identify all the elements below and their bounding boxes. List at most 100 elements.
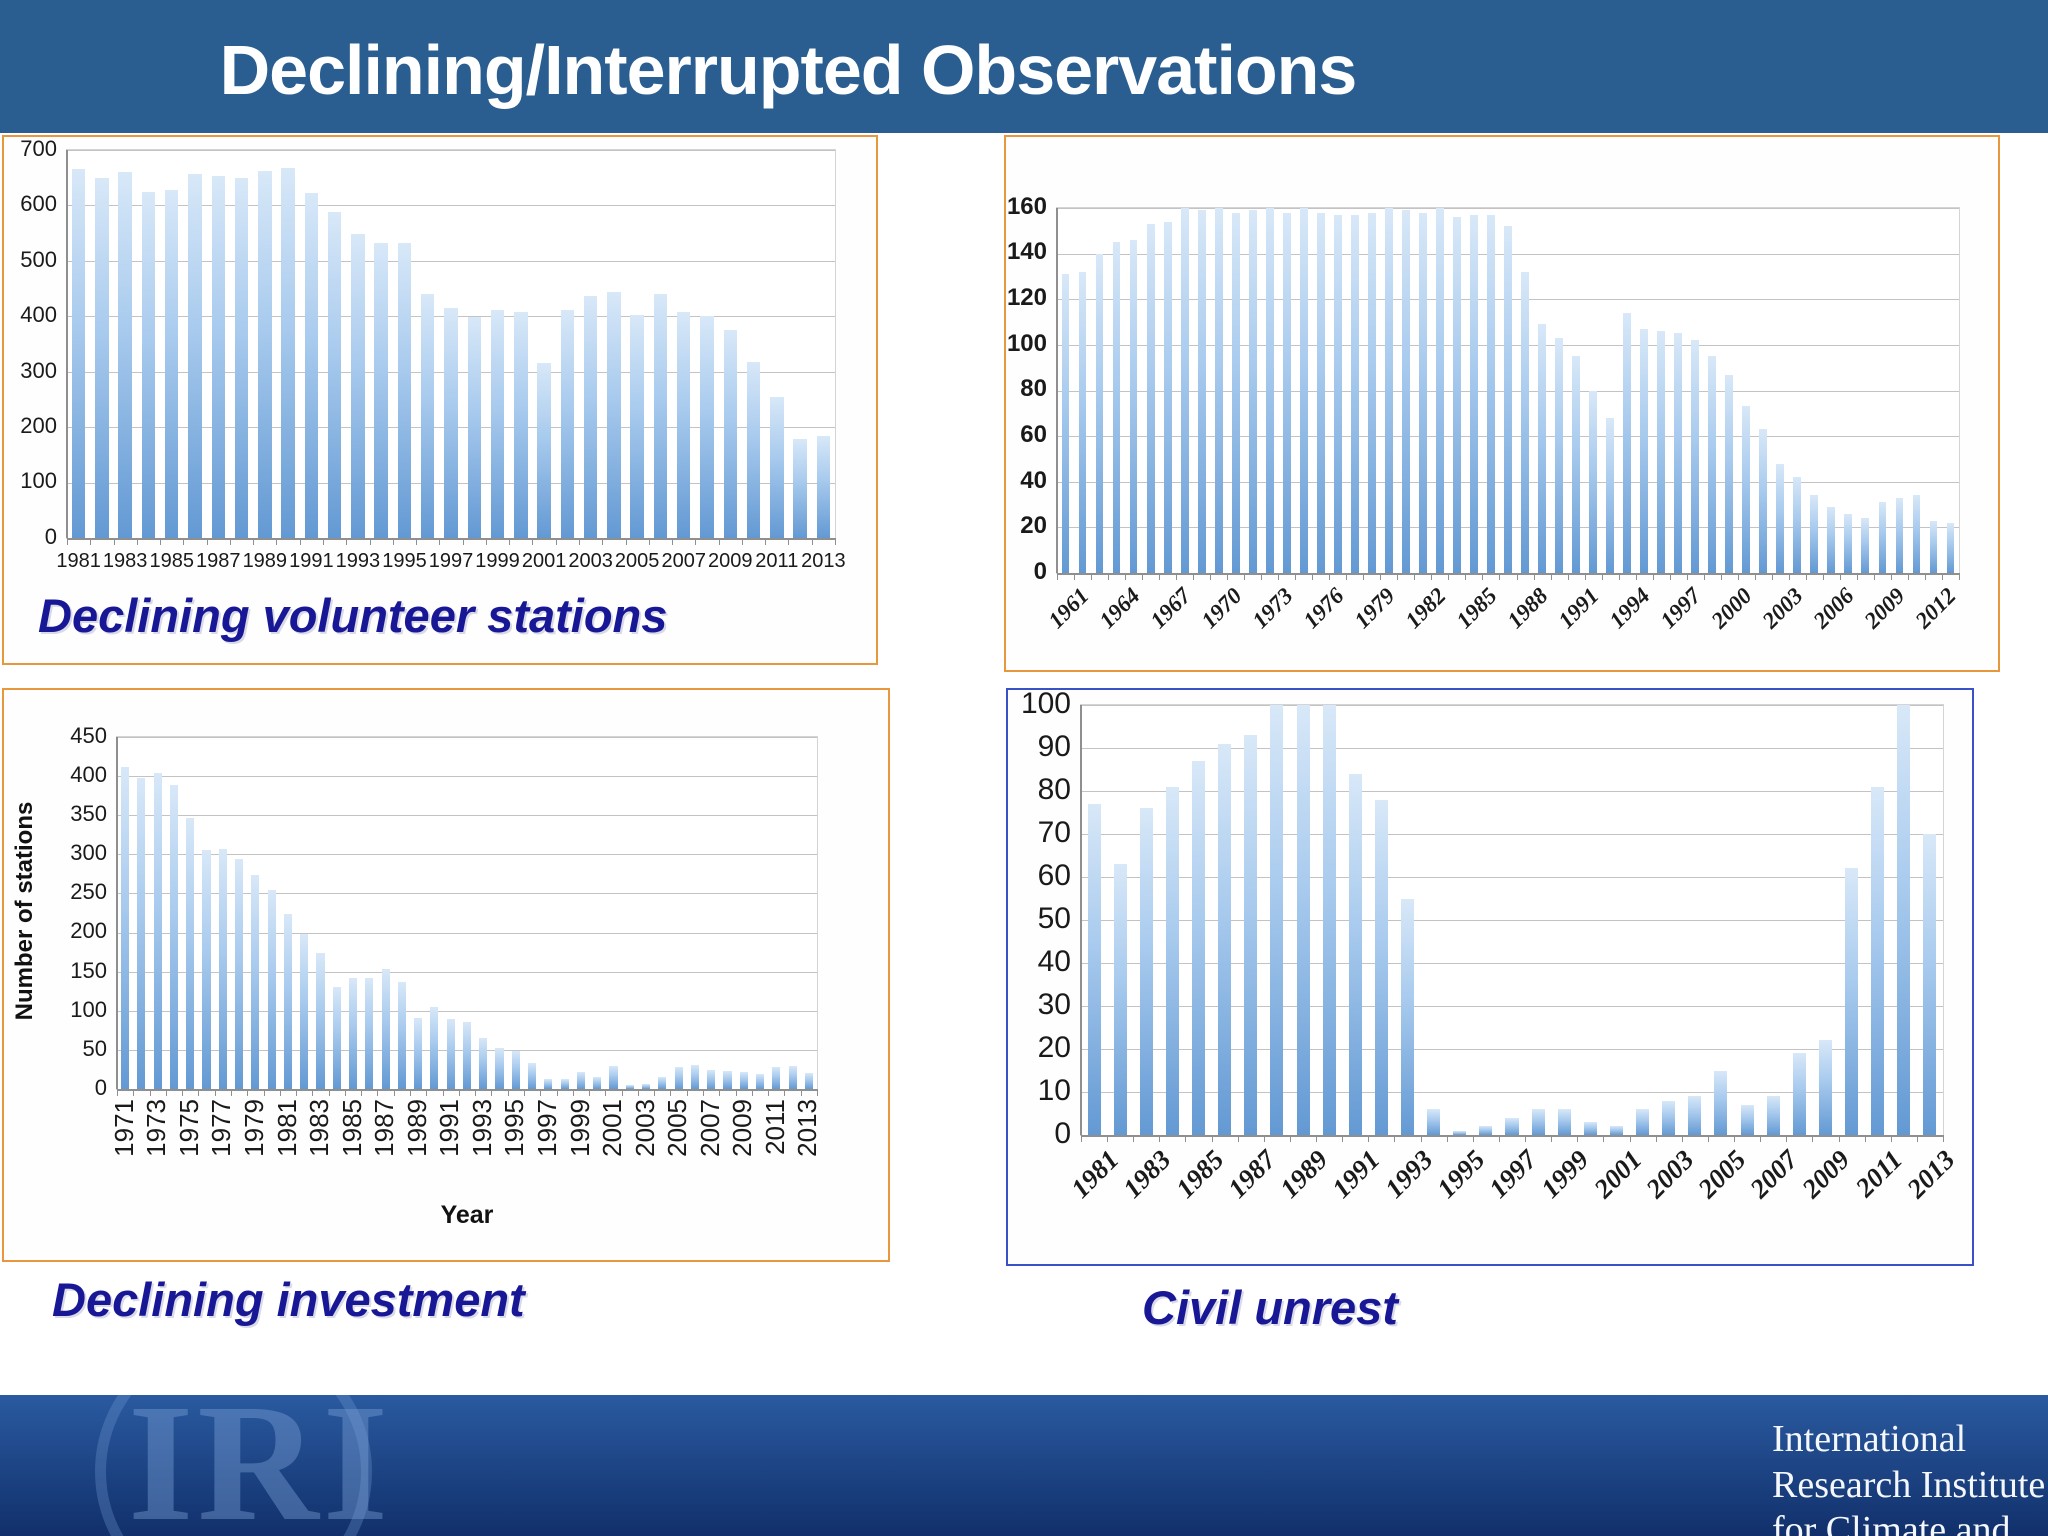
- bar: [1197, 210, 1206, 573]
- bar: [1316, 212, 1325, 573]
- bar: [1895, 497, 1904, 573]
- y-tick-label: 300: [70, 840, 107, 866]
- bar: [1265, 208, 1274, 573]
- x-axis-tick: [1550, 573, 1552, 580]
- x-axis-tick: [1498, 1135, 1500, 1142]
- caption-declining-volunteer-stations: Declining volunteer stations: [38, 589, 668, 642]
- x-axis-tick: [579, 538, 580, 545]
- bar: [1374, 799, 1388, 1135]
- x-axis-tick: [113, 538, 115, 545]
- x-axis-tick: [1368, 1135, 1370, 1142]
- bar: [283, 913, 292, 1089]
- x-axis-tick: [1629, 1135, 1631, 1142]
- iri-logo-watermark: IRI: [128, 1395, 392, 1536]
- bar: [1531, 1109, 1545, 1135]
- bar: [1845, 868, 1859, 1135]
- bar: [770, 396, 784, 538]
- bar: [490, 309, 505, 538]
- chart-declining-volunteer-stations: 0 100 200 300 400 500 600 700 1981 1983 1985 1987 19…: [2, 135, 878, 665]
- x-axis-tick: [67, 538, 68, 545]
- x-tick-label: 1999: [564, 1099, 595, 1157]
- bar: [537, 363, 551, 538]
- x-axis-tick: [741, 538, 743, 545]
- x-axis-tick: [1363, 573, 1365, 580]
- x-axis-tick: [1312, 573, 1314, 580]
- x-tick-label: 2013: [801, 550, 846, 572]
- bar: [1662, 1100, 1676, 1135]
- bar: [1725, 374, 1734, 573]
- bar: [576, 1071, 585, 1089]
- y-tick-label: 120: [1006, 284, 1047, 312]
- bar: [1572, 356, 1580, 573]
- bar: [1555, 338, 1563, 573]
- chart-civil-unrest: 0 10 20 30 40 50 60 70 80 90 100 1981 1983 1985 1987 19…: [1006, 688, 1974, 1266]
- gridline: [1081, 920, 1943, 921]
- bar: [1218, 743, 1232, 1135]
- bar: [348, 977, 358, 1089]
- gridline: [117, 971, 817, 973]
- x-axis-tick: [1635, 573, 1637, 580]
- gridline: [67, 150, 835, 151]
- x-axis-tick: [1601, 573, 1603, 580]
- x-tick-label: 2011: [759, 1099, 790, 1155]
- bar: [316, 952, 325, 1089]
- bar: [374, 243, 388, 538]
- x-tick-label: 1970: [1196, 583, 1247, 634]
- x-tick-label: 1985: [336, 1099, 367, 1157]
- bar: [1214, 208, 1223, 573]
- bar: [1163, 221, 1172, 573]
- bar: [674, 1067, 683, 1089]
- gridline: [1081, 705, 1943, 706]
- bar: [690, 1064, 699, 1089]
- gridline: [117, 893, 817, 895]
- x-tick-label: 1997: [1655, 583, 1706, 634]
- x-axis-tick: [605, 1089, 607, 1096]
- x-axis-tick: [532, 538, 534, 545]
- x-tick-label: 1995: [1430, 1144, 1491, 1204]
- bar: [1827, 506, 1836, 573]
- iri-logo-text: IRI: [128, 1395, 393, 1536]
- bar: [444, 307, 458, 538]
- x-tick-label: 2012: [1910, 583, 1962, 634]
- x-axis-tick: [1227, 573, 1229, 580]
- y-tick-label: 10: [1037, 1073, 1071, 1107]
- x-axis-tick: [392, 538, 394, 545]
- organization-name-block: International Research Institute for Cli…: [1772, 1417, 2048, 1536]
- gridline: [1057, 208, 1959, 209]
- bar: [1180, 208, 1189, 573]
- bar: [1139, 808, 1153, 1135]
- x-axis-tick: [117, 1089, 118, 1096]
- x-axis-tick: [328, 1089, 330, 1096]
- bar: [351, 234, 365, 538]
- gridline: [1081, 963, 1943, 964]
- x-axis-tick: [1669, 573, 1671, 580]
- x-tick-label: 1975: [173, 1099, 204, 1157]
- bar: [1418, 212, 1427, 573]
- x-axis-tick: [323, 538, 324, 545]
- x-tick-label: 1981: [1065, 1144, 1125, 1204]
- y-tick-label: 50: [82, 1035, 107, 1061]
- x-axis-tick: [361, 1089, 363, 1096]
- x-axis-tick: [1707, 1135, 1709, 1142]
- bar: [365, 977, 374, 1089]
- bar: [511, 1051, 520, 1089]
- bar: [653, 294, 668, 538]
- x-axis-tick: [1916, 1135, 1918, 1142]
- bar: [1504, 226, 1512, 573]
- bar: [397, 981, 406, 1089]
- bar: [1929, 520, 1938, 573]
- x-axis-tick: [1873, 573, 1875, 580]
- x-axis-tick: [648, 538, 650, 545]
- y-axis-line: [116, 737, 118, 1089]
- y-tick-label: 70: [1037, 815, 1071, 849]
- x-tick-label: 1973: [141, 1099, 172, 1157]
- bar: [1708, 356, 1717, 573]
- x-axis-tick: [296, 1089, 298, 1096]
- x-axis-tick: [377, 1089, 379, 1096]
- y-tick-label: 400: [70, 762, 107, 787]
- gridline: [117, 737, 817, 738]
- bar: [772, 1067, 781, 1089]
- bar: [1688, 1096, 1702, 1135]
- x-tick-label: 2003: [568, 550, 613, 572]
- bar: [1657, 331, 1666, 573]
